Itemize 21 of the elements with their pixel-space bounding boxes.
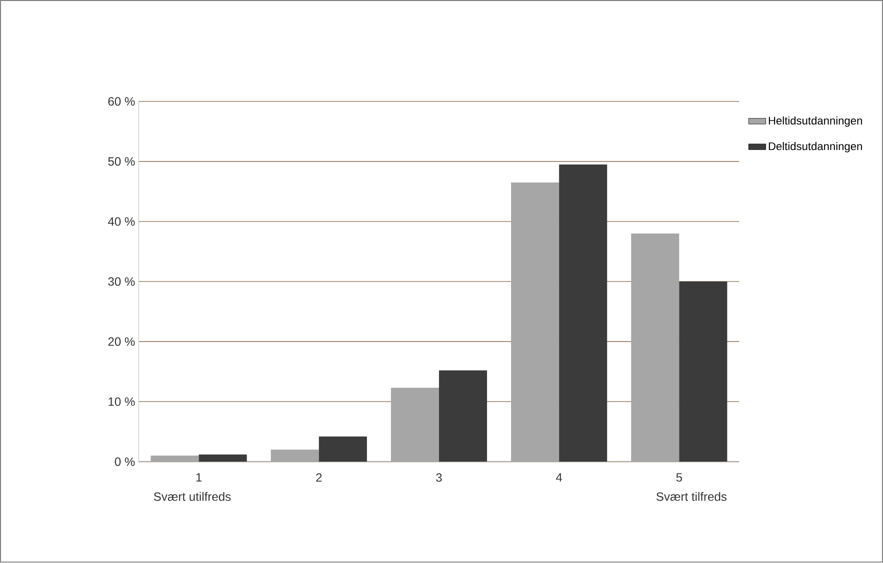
y-tick-label: 40 % xyxy=(108,217,135,226)
y-tick-label: 30 % xyxy=(108,277,135,286)
text: Svært utilfreds xyxy=(154,492,231,502)
y-tick-label: 50 % xyxy=(108,157,135,166)
x-tick-label: 3 xyxy=(436,473,442,482)
bar xyxy=(559,164,608,462)
y-tick-label: 20 % xyxy=(108,338,135,346)
text: Svært tilfreds xyxy=(656,492,727,502)
x-tick-label: 4 xyxy=(556,473,562,482)
bar xyxy=(438,370,488,462)
bar xyxy=(318,436,367,462)
bar xyxy=(679,282,728,462)
y-tick-label: 10 % xyxy=(108,398,135,406)
x-tick-label: 2 xyxy=(316,473,322,482)
legend-label: Deltidsutdanningen xyxy=(768,142,862,153)
x-tick-label: 1 xyxy=(196,473,202,482)
bar xyxy=(198,454,247,462)
y-tick-label: 0 % xyxy=(114,458,135,466)
y-tick-label: 60 % xyxy=(108,97,135,106)
legend-label: Heltidsutdanningen xyxy=(768,116,862,127)
x-tick-label: 5 xyxy=(676,473,682,482)
